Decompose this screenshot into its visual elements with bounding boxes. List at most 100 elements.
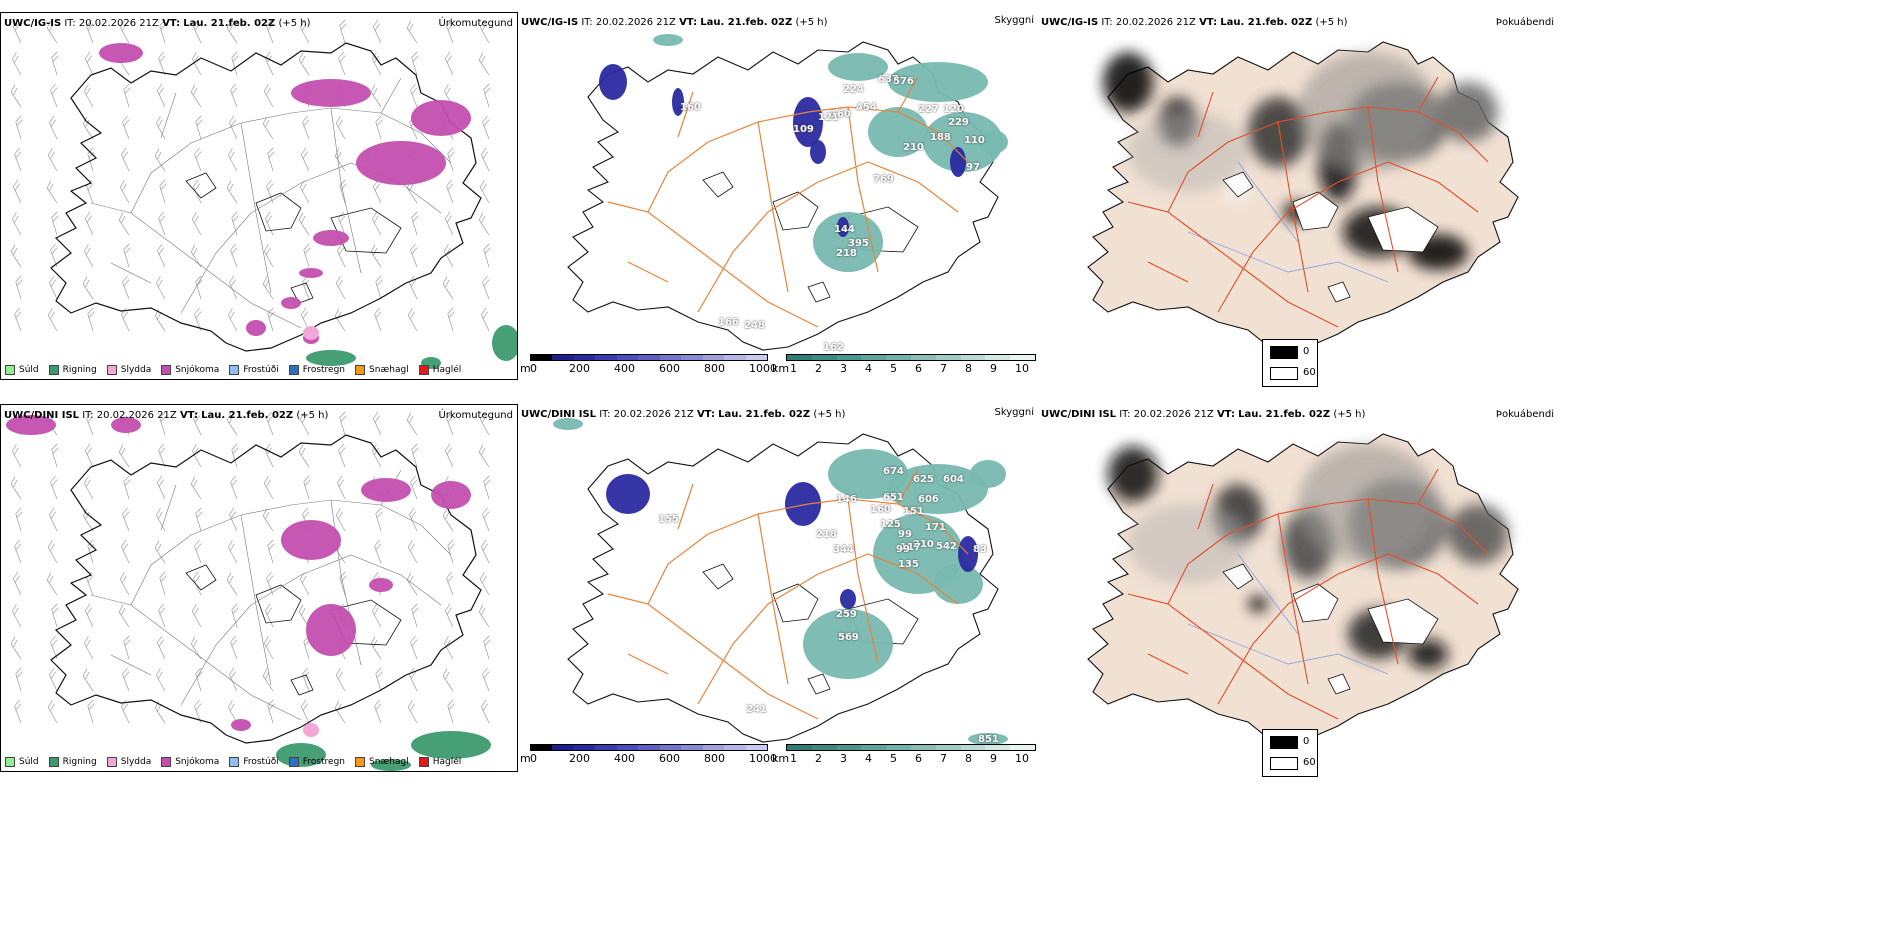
legend-item: Frostúði <box>229 757 279 767</box>
visibility-value: 155 <box>658 514 679 525</box>
legend-label: Haglél <box>432 757 462 767</box>
visibility-value: 162 <box>823 342 844 353</box>
visibility-tick: 1 <box>790 752 797 765</box>
legend-swatch <box>5 757 15 767</box>
legend-swatch <box>106 757 117 767</box>
visibility-tick: 5 <box>890 362 897 375</box>
legend-swatch <box>355 757 366 767</box>
visibility-tick: 10 <box>1015 362 1029 375</box>
legend-item: Frostúði <box>229 365 279 375</box>
visibility-map <box>553 418 1008 745</box>
cloud-base-tick: 1000 <box>749 752 777 765</box>
visibility-tick: 5 <box>890 752 897 765</box>
panel-label: Úrkomutegund <box>438 410 513 421</box>
visibility-value: 651 <box>883 492 904 503</box>
fog-legend-white <box>1270 367 1298 380</box>
visibility-tick: 4 <box>865 362 872 375</box>
legend-label: Frostúði <box>243 365 279 375</box>
cloud-base-tick: 400 <box>614 752 635 765</box>
legend-label: Snjókoma <box>175 365 220 375</box>
cloud-base-tick: 1000 <box>749 362 777 375</box>
fog-legend: 0 60 <box>1262 339 1318 387</box>
cloud-base-tick: 800 <box>704 362 725 375</box>
legend-swatch <box>48 757 59 767</box>
cloud-base-unit: m <box>520 362 531 375</box>
legend-label: Rigning <box>62 365 97 375</box>
visibility-value: 210 <box>913 539 934 550</box>
legend-swatch <box>229 365 240 375</box>
visibility-value: 576 <box>893 76 914 87</box>
legend-item: Frostregn <box>288 757 345 767</box>
fog-legend-black <box>1270 346 1298 359</box>
panel-title: UWC/IG-IS IT: 20.02.2026 21Z VT: Lau. 21… <box>4 18 311 29</box>
visibility-panel: 224 637 576 454 160 227 120 229 109 121 188 110 210 9… <box>518 12 1038 382</box>
visibility-value: 606 <box>918 494 939 505</box>
visibility-value: 160 <box>870 504 891 515</box>
visibility-value: 259 <box>836 609 857 620</box>
visibility-value: 166 <box>718 317 739 328</box>
legend-label: Slydda <box>120 757 152 767</box>
cloud-base-strip <box>530 744 768 751</box>
visibility-colorbar: km 1 2 3 4 5 6 7 8 9 10 <box>772 744 1038 768</box>
legend-swatch <box>288 365 299 375</box>
visibility-value: 210 <box>903 142 924 153</box>
cloud-base-colorbar: m 0 200 400 600 800 1000 <box>520 354 777 378</box>
visibility-value: 674 <box>883 466 904 477</box>
visibility-value: 454 <box>856 102 877 113</box>
visibility-value: 851 <box>978 734 999 745</box>
fog-legend-low: 0 <box>1303 346 1310 357</box>
legend-label: Frostúði <box>243 757 279 767</box>
cloud-base-tick: 200 <box>569 362 590 375</box>
cloud-base-unit: m <box>520 752 531 765</box>
panel-title: UWC/DINI ISL IT: 20.02.2026 21Z VT: Lau.… <box>4 410 329 421</box>
fog-indicator-panel: UWC/DINI ISL IT: 20.02.2026 21Z VT: Lau.… <box>1038 404 1558 774</box>
legend-label: Slydda <box>120 365 152 375</box>
visibility-colorbar: km 1 2 3 4 5 6 7 8 9 10 <box>772 354 1038 378</box>
visibility-value: 604 <box>943 474 964 485</box>
visibility-value: 248 <box>744 320 765 331</box>
fog-legend-high: 60 <box>1303 367 1316 378</box>
visibility-strip <box>786 354 1036 361</box>
cloud-base-tick: 800 <box>704 752 725 765</box>
fog-legend-high: 60 <box>1303 757 1316 768</box>
visibility-strip <box>786 744 1036 751</box>
visibility-value: 188 <box>930 132 951 143</box>
visibility-unit: km <box>772 752 790 765</box>
panel-label: Skyggni <box>994 407 1034 418</box>
legend-item: Slydda <box>106 365 152 375</box>
visibility-tick: 7 <box>940 362 947 375</box>
visibility-panel: 674 625 604 146 651 606 160 151 125 171 99 210 542 83… <box>518 404 1038 774</box>
fog-legend-white <box>1270 757 1298 770</box>
legend-swatch <box>106 365 117 375</box>
visibility-value: 229 <box>948 117 969 128</box>
visibility-value: 121 <box>818 112 839 123</box>
fog-legend: 0 60 <box>1262 729 1318 777</box>
visibility-value: 171 <box>925 522 946 533</box>
visibility-tick: 9 <box>990 752 997 765</box>
cloud-base-tick: 0 <box>530 752 537 765</box>
precip-type-panel: UWC/IG-IS IT: 20.02.2026 21Z VT: Lau. 21… <box>0 12 518 380</box>
visibility-value: 395 <box>848 238 869 249</box>
legend-item: Snæhagl <box>355 757 409 767</box>
visibility-value: 151 <box>903 506 924 517</box>
visibility-tick: 9 <box>990 362 997 375</box>
panel-label: Þokuábendi <box>1495 17 1554 28</box>
visibility-tick: 8 <box>965 362 972 375</box>
visibility-value: 146 <box>836 494 857 505</box>
visibility-tick: 2 <box>815 752 822 765</box>
panel-title: UWC/DINI ISL IT: 20.02.2026 21Z VT: Lau.… <box>521 409 846 420</box>
visibility-tick: 7 <box>940 752 947 765</box>
visibility-unit: km <box>772 362 790 375</box>
legend-swatch <box>161 365 172 375</box>
cloud-base-colorbar: m 0 200 400 600 800 1000 <box>520 744 777 768</box>
visibility-value: 97 <box>966 162 980 173</box>
legend-label: Snjókoma <box>175 757 220 767</box>
panel-title: UWC/IG-IS IT: 20.02.2026 21Z VT: Lau. 21… <box>1041 17 1348 28</box>
fog-map <box>1087 433 1519 743</box>
legend-item: Súld <box>5 365 39 375</box>
fog-map <box>1087 41 1519 351</box>
legend-item: Snjókoma <box>161 365 219 375</box>
fog-legend-low: 0 <box>1303 736 1310 747</box>
legend-swatch <box>48 365 59 375</box>
visibility-tick: 8 <box>965 752 972 765</box>
